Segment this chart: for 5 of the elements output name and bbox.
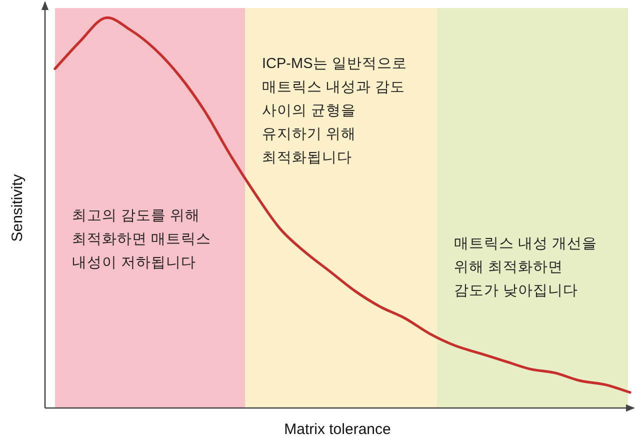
annotation: 매트릭스 내성 개선을 위해 최적화하면 감도가 낮아집니다: [454, 236, 598, 299]
x-axis-title: Matrix tolerance: [284, 421, 391, 438]
annotation: ICP-MS는 일반적으로 매트릭스 내성과 감도 사이의 균형을 유지하기 위해 최적화됩니다: [262, 56, 407, 166]
annotation: 최고의 감도를 위해 최적화하면 매트릭스 내성이 저하됩니다: [72, 208, 212, 271]
y-axis-title: Sensitivity: [9, 174, 26, 242]
